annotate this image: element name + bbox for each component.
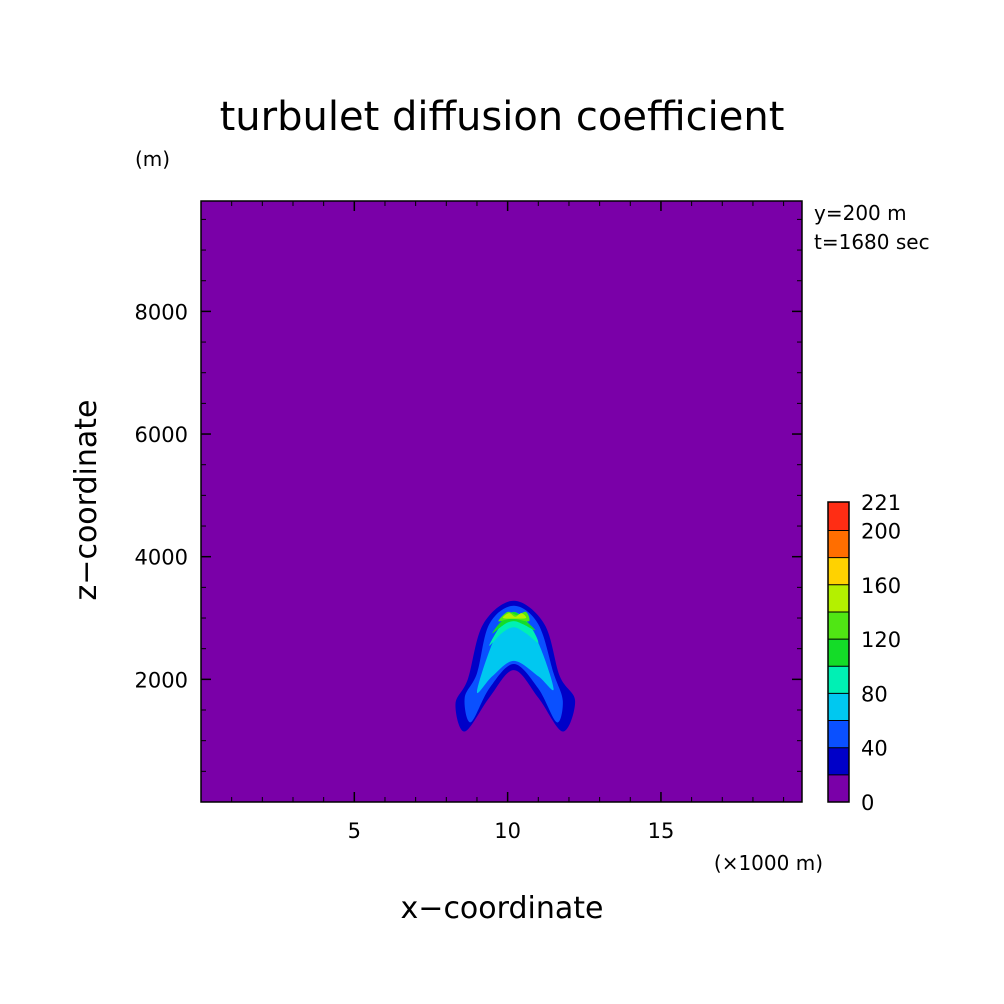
x-tick-label: 10	[494, 819, 521, 843]
colorbar-swatch-200	[828, 502, 849, 531]
colorbar-label: 160	[861, 574, 901, 598]
colorbar-swatch-40	[828, 720, 849, 748]
colorbar-label: 120	[861, 628, 901, 652]
colorbar-swatch-80	[828, 666, 849, 694]
colorbar-swatch-0	[828, 774, 849, 802]
x-axis-label: x−coordinate	[401, 891, 604, 926]
chart-title: turbulet diffusion coefficient	[220, 94, 785, 140]
x-tick-label: 5	[348, 819, 361, 843]
colorbar: 0 40 80 120 160 200 221	[827, 491, 901, 815]
colorbar-swatch-60	[828, 693, 849, 721]
y-tick-label: 6000	[135, 423, 188, 447]
colorbar-swatch-20	[828, 747, 849, 775]
colorbar-swatch-140	[828, 584, 849, 612]
contour-level-60	[476, 615, 554, 694]
y-tick-label: 4000	[135, 546, 188, 570]
contour-level-40	[464, 605, 563, 723]
annotation-y-slice: y=200 m	[814, 201, 907, 225]
y-tick-label: 2000	[135, 668, 188, 692]
colorbar-label: 0	[861, 791, 874, 815]
plot-frame	[200, 200, 803, 803]
colorbar-label: 221	[861, 491, 901, 515]
y-axis-ticks: 2000 4000 6000 8000	[135, 218, 802, 772]
annotation-time: t=1680 sec	[814, 230, 930, 254]
colorbar-swatch-100	[828, 639, 849, 667]
contour-level-140	[502, 613, 527, 619]
plot-area	[201, 201, 802, 802]
colorbar-label: 40	[861, 737, 888, 761]
colorbar-swatch-180	[828, 530, 849, 558]
contour-fills	[455, 600, 576, 732]
colorbar-swatch-120	[828, 611, 849, 640]
y-tick-label: 8000	[135, 300, 188, 324]
colorbar-swatch-160	[828, 557, 849, 585]
x-tick-label: 15	[648, 819, 675, 843]
y-unit-label: (m)	[135, 147, 170, 171]
y-axis-label: z−coordinate	[69, 400, 104, 601]
colorbar-label: 80	[861, 682, 888, 706]
x-unit-label: (×1000 m)	[714, 851, 823, 875]
colorbar-label: 200	[861, 520, 901, 544]
